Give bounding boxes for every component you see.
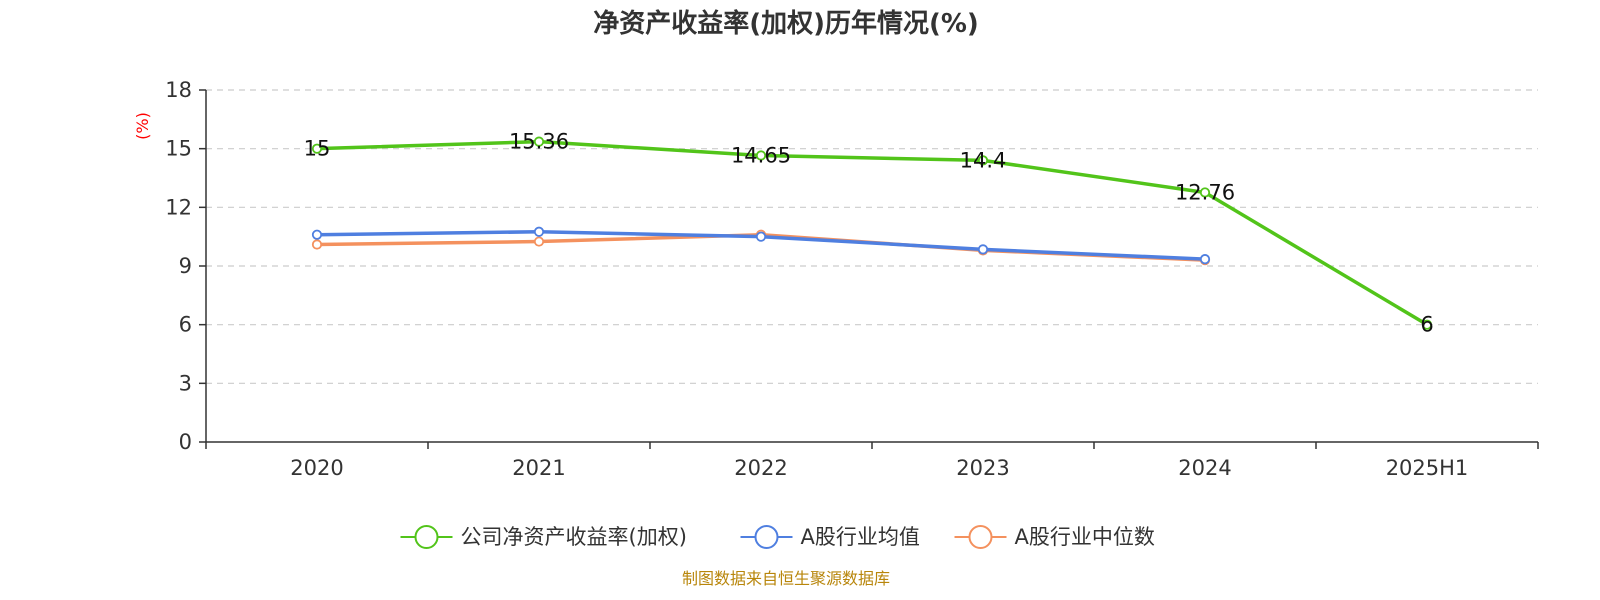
- y-tick-label: 3: [179, 371, 192, 395]
- data-label: 15.36: [509, 130, 569, 154]
- x-tick-label: 2024: [1178, 456, 1231, 480]
- y-tick-label: 0: [179, 430, 192, 454]
- y-tick-label: 15: [165, 137, 192, 161]
- data-point: [755, 231, 767, 242]
- source-note: 制图数据来自恒生聚源数据库: [682, 569, 890, 588]
- data-point: [1199, 187, 1211, 198]
- x-tick-label: 2021: [512, 456, 565, 480]
- legend-label: 公司净资产收益率(加权): [461, 525, 687, 549]
- data-label: 14.4: [960, 148, 1007, 172]
- y-axis-label: (%): [133, 112, 152, 140]
- series-line: [316, 139, 1428, 327]
- legend-marker: [414, 525, 439, 549]
- data-label: 15: [304, 137, 331, 161]
- legend-marker: [968, 525, 993, 549]
- legend-label: A股行业均值: [801, 525, 920, 549]
- data-point: [533, 136, 545, 147]
- y-tick-label: 9: [179, 254, 192, 278]
- data-point: [311, 239, 323, 250]
- legend-label: A股行业中位数: [1015, 525, 1155, 549]
- data-point: [533, 226, 545, 237]
- x-tick-label: 2022: [734, 456, 787, 480]
- x-tick-label: 2020: [290, 456, 343, 480]
- chart-title: 净资产收益率(加权)历年情况(%): [593, 8, 979, 39]
- x-tick-label: 2025H1: [1386, 456, 1469, 480]
- series-lines: [311, 136, 1433, 330]
- y-tick-label: 6: [179, 313, 192, 337]
- axes: 0 3 6 9 12 15 18 2020 2021 2022 2023 2024 2025H1: [165, 78, 1539, 480]
- data-label: 12.76: [1175, 180, 1235, 204]
- data-point: [977, 155, 989, 166]
- y-tick-label: 12: [165, 195, 192, 219]
- data-label: 14.65: [731, 144, 791, 168]
- data-point: [977, 244, 989, 255]
- data-point: [311, 143, 323, 154]
- y-tick-label: 18: [165, 78, 192, 102]
- data-point: [311, 229, 323, 240]
- data-point: [755, 150, 767, 161]
- data-point: [1421, 319, 1433, 330]
- x-tick-label: 2023: [956, 456, 1009, 480]
- data-point: [533, 236, 545, 247]
- legend: 公司净资产收益率(加权) A股行业均值 A股行业中位数: [400, 525, 1155, 549]
- legend-marker: [754, 525, 779, 549]
- grid-lines: [206, 89, 1538, 384]
- data-labels: 15 15.36 14.65 14.4 12.76 6: [304, 130, 1434, 337]
- data-point: [1199, 254, 1211, 265]
- data-label: 6: [1420, 313, 1433, 337]
